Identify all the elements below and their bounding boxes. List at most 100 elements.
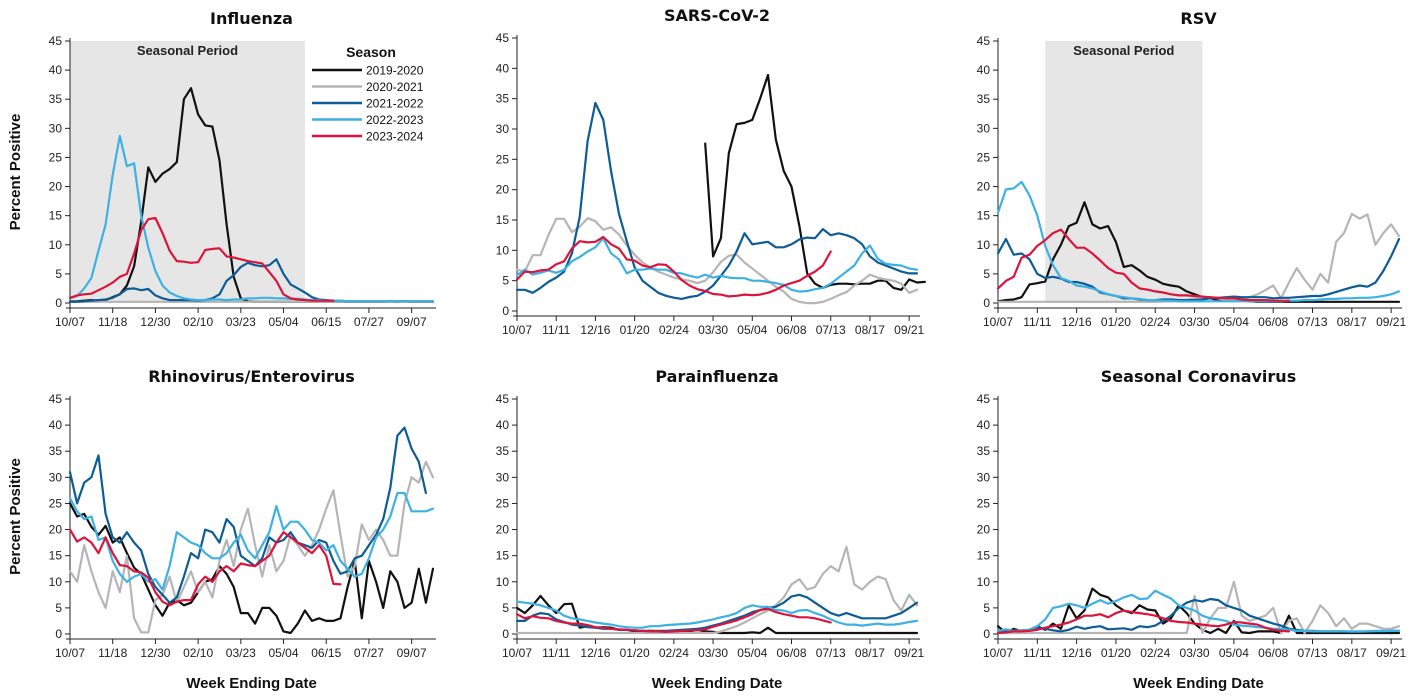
legend-label: 2022-2023 — [366, 113, 424, 127]
x-tick-label: 02/24 — [659, 646, 689, 660]
x-tick-label: 07/13 — [1297, 646, 1327, 660]
seasonal-period-region — [1045, 41, 1203, 303]
y-tick-label: 45 — [496, 31, 510, 45]
series-line-2023-2024 — [515, 607, 832, 634]
x-tick-label: 11/11 — [542, 646, 571, 660]
legend-label: 2020-2021 — [366, 80, 424, 94]
x-tick-label: 05/04 — [269, 646, 299, 660]
y-tick-label: 0 — [55, 627, 62, 641]
x-tick-label: 11/11 — [1023, 646, 1052, 660]
y-tick-label: 20 — [49, 523, 63, 537]
series-line-2023-2024 — [996, 609, 1291, 635]
x-tick-label: 03/23 — [226, 315, 256, 329]
y-tick-label: 40 — [496, 61, 510, 75]
x-tick-label: 09/21 — [1376, 315, 1406, 329]
series-line-2019-2020 — [996, 587, 1401, 635]
series-line-2023-2024 — [68, 528, 342, 607]
x-tick-label: 11/11 — [1023, 315, 1052, 329]
y-tick-label: 10 — [496, 575, 510, 589]
x-tick-label: 10/07 — [502, 646, 532, 660]
x-tick-label: 12/16 — [580, 323, 610, 337]
y-axis-label: Percent Positive — [7, 458, 24, 575]
chart-panel-5: Parainfluenza 0 5 10 15 20 25 30 35 40 45 10/07 11/1… — [496, 367, 925, 692]
y-tick-label: 40 — [49, 63, 63, 77]
x-tick-label: 03/30 — [698, 323, 728, 337]
x-tick-label: 12/16 — [580, 646, 610, 660]
chart-title: RSV — [1180, 9, 1217, 28]
series-line-2021-2022 — [515, 101, 919, 300]
series-line-2022-2023 — [996, 180, 1401, 303]
series-line-2019-2020 — [515, 594, 919, 635]
y-tick-label: 20 — [496, 523, 510, 537]
series-lines — [996, 580, 1401, 635]
y-tick-label: 15 — [49, 549, 63, 563]
y-tick-label: 40 — [977, 418, 991, 432]
y-tick-label: 45 — [496, 392, 510, 406]
x-tick-label: 03/30 — [1180, 315, 1210, 329]
x-tick-label: 09/21 — [894, 323, 924, 337]
y-tick-label: 0 — [55, 296, 62, 310]
y-tick-label: 5 — [983, 267, 990, 281]
y-tick-label: 20 — [977, 180, 991, 194]
y-tick-label: 25 — [496, 496, 510, 510]
series-line-2022-2023 — [68, 491, 435, 591]
y-tick-label: 20 — [977, 523, 991, 537]
x-tick-label: 05/04 — [1219, 315, 1249, 329]
y-tick-label: 20 — [496, 183, 510, 197]
series-lines — [515, 73, 926, 305]
series-line-2020-2021 — [515, 545, 919, 635]
legend-label: 2019-2020 — [366, 64, 424, 78]
series-line-2019-2020 — [68, 502, 435, 635]
series-line-2020-2021 — [68, 460, 435, 634]
y-tick-label: 35 — [977, 92, 991, 106]
x-tick-label: 02/24 — [659, 323, 689, 337]
chart-panel-4: Rhinovirus/Enterovirus 0 5 10 15 20 25 30 35 40 45… — [7, 367, 436, 692]
series-line-2020-2021 — [515, 217, 919, 305]
chart-title: Parainfluenza — [655, 367, 778, 386]
x-tick-label: 01/20 — [620, 323, 650, 337]
x-tick-label: 01/20 — [1101, 646, 1131, 660]
legend-label: 2021-2022 — [366, 97, 424, 111]
x-tick-label: 06/08 — [1258, 315, 1288, 329]
x-tick-label: 10/07 — [55, 646, 85, 660]
y-tick-label: 10 — [977, 575, 991, 589]
x-tick-label: 02/10 — [183, 646, 213, 660]
y-tick-label: 40 — [496, 418, 510, 432]
x-axis-label: Week Ending Date — [652, 675, 783, 692]
y-tick-label: 45 — [49, 392, 63, 406]
x-axis-label: Week Ending Date — [1133, 675, 1264, 692]
y-tick-label: 30 — [496, 122, 510, 136]
legend-label: 2023-2024 — [366, 130, 424, 144]
x-tick-label: 09/07 — [397, 315, 427, 329]
y-tick-label: 35 — [496, 92, 510, 106]
chart-title: Influenza — [210, 9, 293, 28]
x-tick-label: 07/27 — [354, 315, 384, 329]
legend-title: Season — [346, 44, 396, 60]
x-tick-label: 07/13 — [1297, 315, 1327, 329]
x-tick-label: 10/07 — [502, 323, 532, 337]
y-tick-label: 5 — [502, 274, 509, 288]
series-line-2019-2020 — [704, 73, 926, 291]
y-tick-label: 15 — [49, 209, 63, 223]
series-lines — [68, 426, 435, 635]
x-tick-label: 06/08 — [776, 323, 806, 337]
series-line-2022-2023 — [515, 600, 919, 629]
y-tick-label: 25 — [977, 496, 991, 510]
x-tick-label: 05/04 — [737, 646, 767, 660]
series-line-2022-2023 — [68, 134, 435, 303]
y-tick-label: 0 — [983, 627, 990, 641]
y-tick-label: 0 — [502, 627, 509, 641]
y-tick-label: 45 — [977, 34, 991, 48]
chart-panel-2: SARS-CoV-2 0 5 10 15 20 25 30 35 40 45 10/07 11/11 12… — [496, 6, 926, 337]
chart-panels: Seasonal Period Influenza 0 5 10 15 20 25 30 35 40… — [7, 6, 1406, 692]
y-tick-label: 25 — [496, 152, 510, 166]
y-tick-label: 0 — [983, 296, 990, 310]
x-tick-label: 12/30 — [140, 315, 170, 329]
x-tick-label: 02/24 — [1140, 315, 1170, 329]
x-tick-label: 08/17 — [855, 323, 885, 337]
y-tick-label: 25 — [49, 496, 63, 510]
x-tick-label: 06/15 — [311, 646, 341, 660]
series-line-2023-2024 — [68, 216, 335, 302]
y-tick-label: 5 — [55, 267, 62, 281]
x-tick-label: 05/04 — [269, 315, 299, 329]
